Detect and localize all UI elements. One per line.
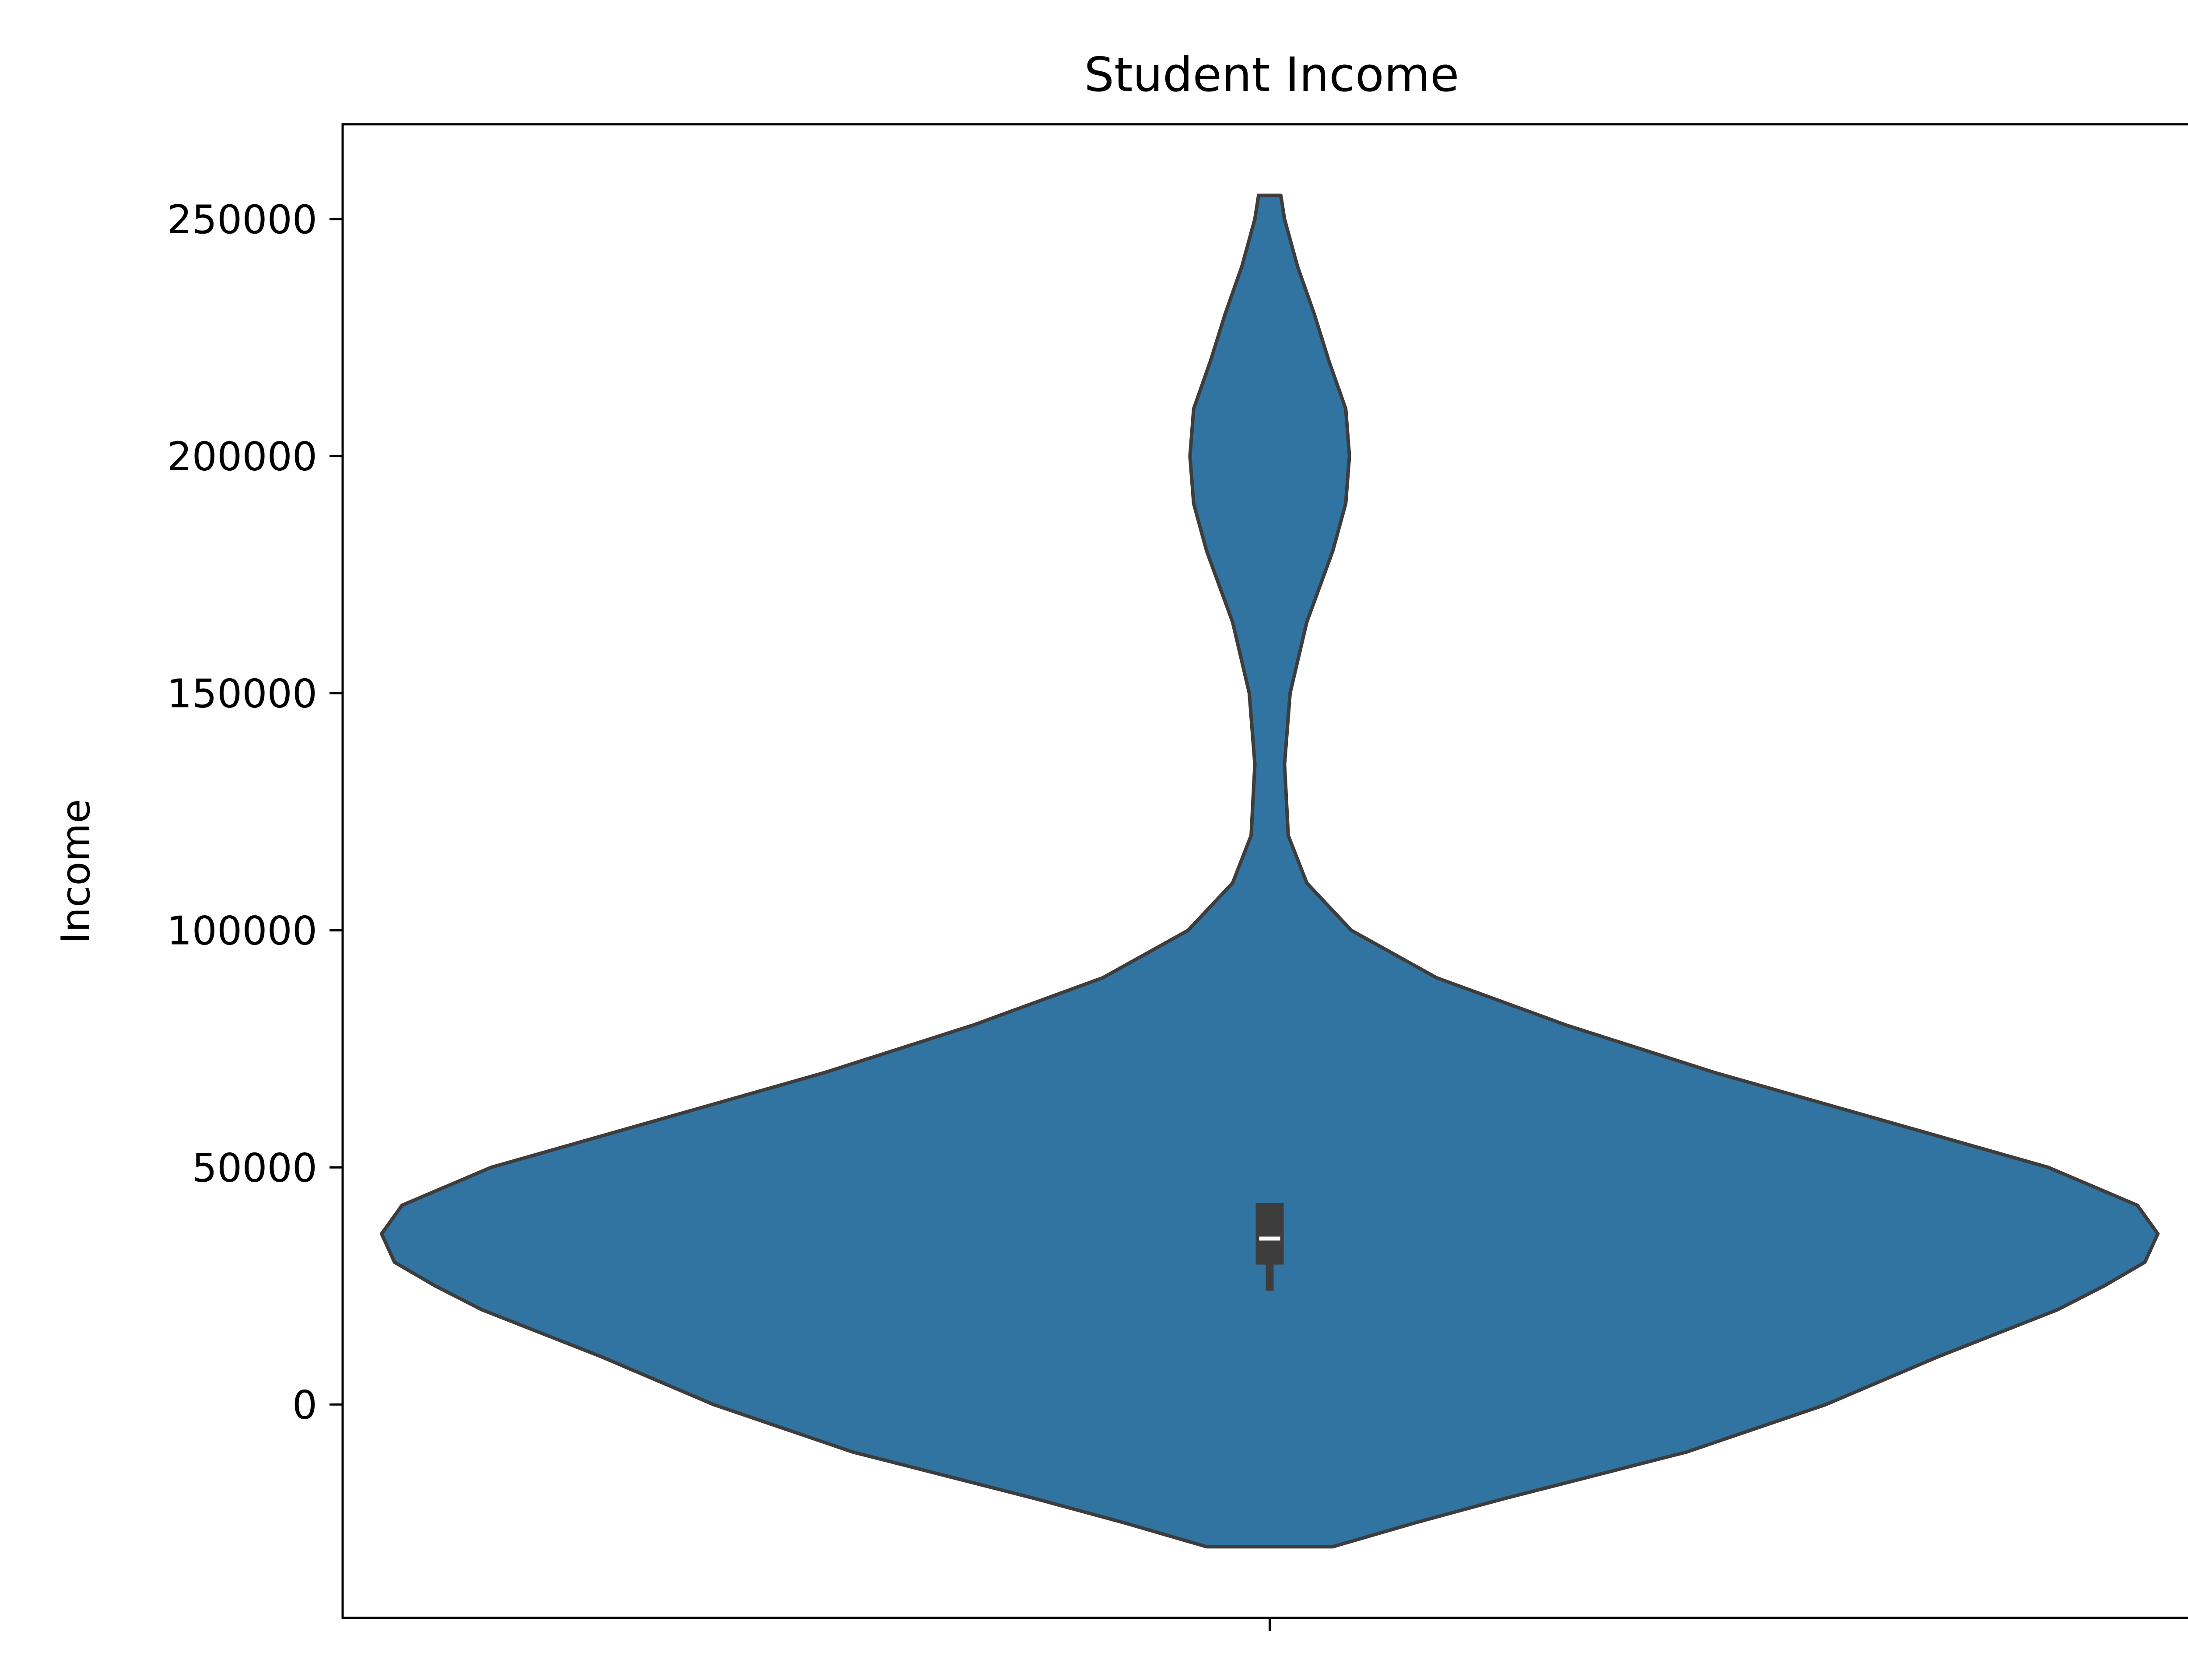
chart-title: Student Income xyxy=(1084,48,1459,102)
y-tick-label: 200000 xyxy=(167,434,317,480)
y-tick-label: 100000 xyxy=(167,908,317,954)
y-tick-label: 150000 xyxy=(167,671,317,717)
y-axis-label: Income xyxy=(53,799,99,944)
y-tick-label: 50000 xyxy=(192,1145,317,1191)
y-axis: 0 50000 100000 150000 200000 250000 xyxy=(167,197,343,1428)
violin-body xyxy=(380,193,2160,1549)
box-layer xyxy=(1255,1203,1284,1291)
y-tick-label: 250000 xyxy=(167,197,317,243)
plot-frame xyxy=(341,123,2188,1619)
violin-layer xyxy=(380,193,2160,1549)
y-tick-label: 0 xyxy=(292,1382,317,1428)
